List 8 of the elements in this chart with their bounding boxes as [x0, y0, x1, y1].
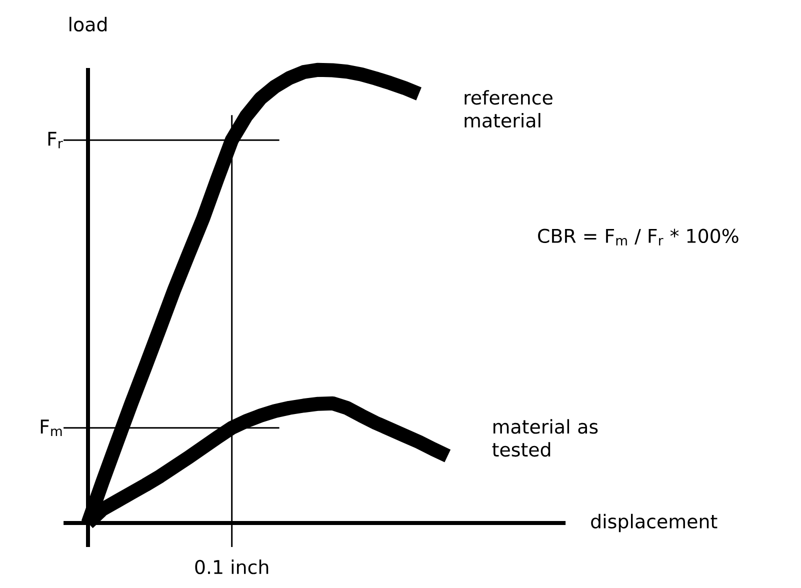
text: material as tested: [492, 419, 598, 457]
ref-line-label: F$_{m}$: [40, 420, 62, 436]
text: CBR = F$_{m}$ / F$_{r}$ * 100%: [538, 228, 738, 246]
text: 0.1 inch: [195, 560, 268, 574]
text: displacement: [591, 514, 718, 532]
ref-line-label: F$_{r}$: [48, 132, 63, 148]
y-axis-title: load: [70, 16, 107, 32]
text: reference material: [464, 90, 552, 128]
